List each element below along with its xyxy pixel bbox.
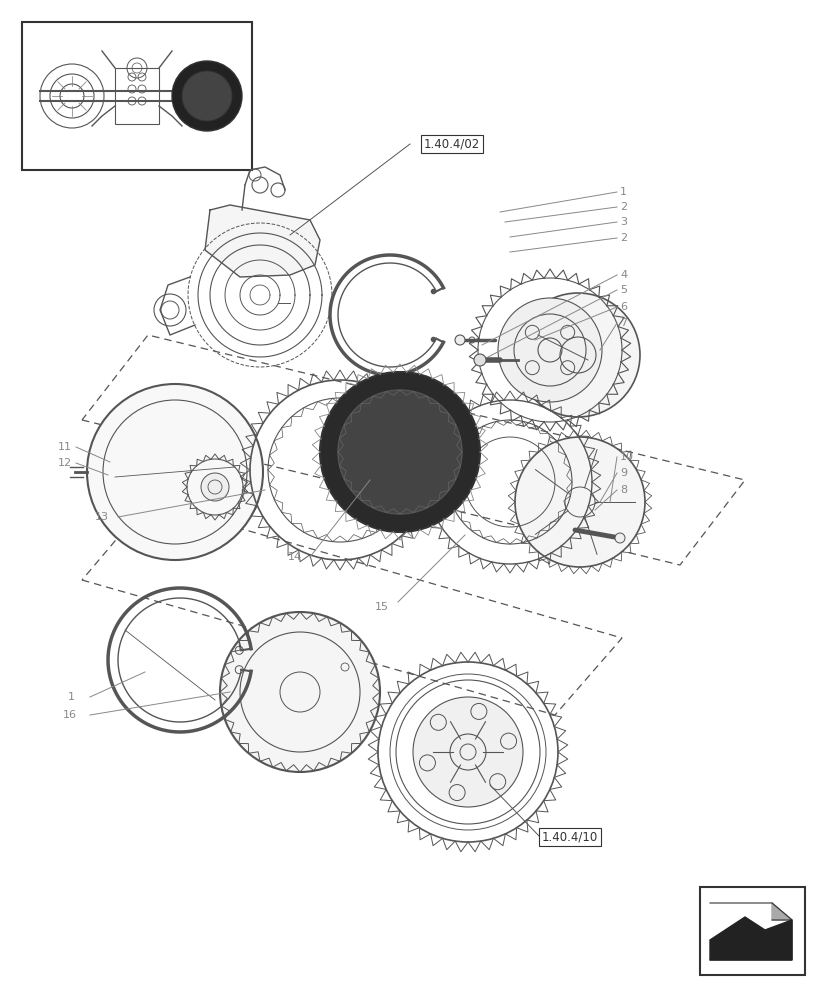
Text: 1.40.4/10: 1.40.4/10 <box>541 830 597 843</box>
Text: 2: 2 <box>619 202 626 212</box>
Circle shape <box>455 335 465 345</box>
Polygon shape <box>205 205 319 277</box>
Text: 1.40.4/02: 1.40.4/02 <box>423 138 480 151</box>
Circle shape <box>337 390 461 514</box>
Text: 8: 8 <box>619 485 626 495</box>
Bar <box>115 68 159 124</box>
Circle shape <box>220 612 380 772</box>
Circle shape <box>182 71 232 121</box>
Circle shape <box>497 298 601 402</box>
Text: 13: 13 <box>95 512 109 522</box>
Text: 3: 3 <box>619 217 626 227</box>
Text: 1: 1 <box>68 692 75 702</box>
Text: 2: 2 <box>619 233 626 243</box>
Circle shape <box>87 384 263 560</box>
Bar <box>22 22 251 170</box>
Text: 16: 16 <box>63 710 77 720</box>
Text: 9: 9 <box>619 468 626 478</box>
Circle shape <box>201 473 229 501</box>
Bar <box>699 887 804 975</box>
Circle shape <box>413 697 523 807</box>
Circle shape <box>319 372 480 532</box>
Circle shape <box>614 533 624 543</box>
Text: 1: 1 <box>619 187 626 197</box>
Circle shape <box>514 437 644 567</box>
Circle shape <box>473 354 485 366</box>
Text: 7: 7 <box>619 318 626 328</box>
Text: 5: 5 <box>619 285 626 295</box>
Text: 15: 15 <box>375 602 389 612</box>
Circle shape <box>172 61 241 131</box>
Text: 4: 4 <box>619 270 626 280</box>
Text: 11: 11 <box>58 442 72 452</box>
Polygon shape <box>709 917 791 960</box>
Text: 14: 14 <box>288 552 302 562</box>
Text: 6: 6 <box>619 302 626 312</box>
Circle shape <box>515 293 639 417</box>
Polygon shape <box>771 903 791 920</box>
Text: 10: 10 <box>619 452 633 462</box>
Text: 12: 12 <box>58 458 72 468</box>
Polygon shape <box>709 903 791 960</box>
